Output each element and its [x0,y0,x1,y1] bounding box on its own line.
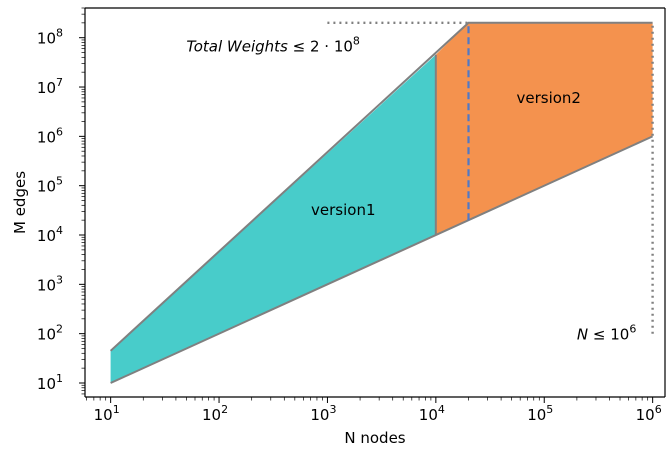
y-tick-label: 106 [37,125,63,146]
region-label-version2: version2 [516,89,580,107]
annotation-nodes-text: N [577,326,593,344]
y-tick-label: 102 [37,323,63,344]
annotation-nodes-relation: ≤ [593,326,610,344]
y-tick-label: 101 [37,372,63,393]
annotation-weights-exponent: 8 [353,34,360,47]
x-tick-label: 102 [202,403,228,424]
x-tick-label: 103 [310,403,336,424]
y-tick-label: 103 [37,273,63,294]
annotation-weights-text: Total Weights [186,37,292,55]
annotation-nodes-value: 10 [610,326,629,344]
y-tick-label: 105 [37,175,63,196]
x-axis-label: N nodes [344,429,405,447]
y-tick-label: 108 [37,27,63,48]
x-tick-label: 105 [527,403,553,424]
upper-bound-line [109,21,653,352]
region-version2 [435,22,653,235]
annotation-weights-value: 2 · 10 [310,37,353,55]
regions [110,22,653,384]
region-labels: version1 version2 [311,89,581,219]
x-tick-label: 101 [94,403,120,424]
region-label-version1: version1 [311,201,375,219]
y-axis-label: M edges [11,171,29,234]
x-tick-label: 106 [636,403,662,424]
x-tick-label: 104 [419,403,445,424]
annotation-nodes-exponent: 6 [629,323,636,336]
boundary-lines [109,21,654,384]
y-tick-label: 104 [37,224,63,245]
annotation-nodes: N ≤ 106 [577,323,636,344]
axes: 101 102 103 104 105 106 101 102 103 104 105 106 107 1… [37,7,666,424]
annotation-weights: Total Weights ≤ 2 · 108 [186,34,360,55]
region-version1 [110,54,436,384]
annotations: Total Weights ≤ 2 · 108 N ≤ 106 [186,34,636,343]
lower-bound-line [110,135,654,384]
annotation-weights-relation: ≤ [293,37,310,55]
y-tick-label: 107 [37,76,63,97]
